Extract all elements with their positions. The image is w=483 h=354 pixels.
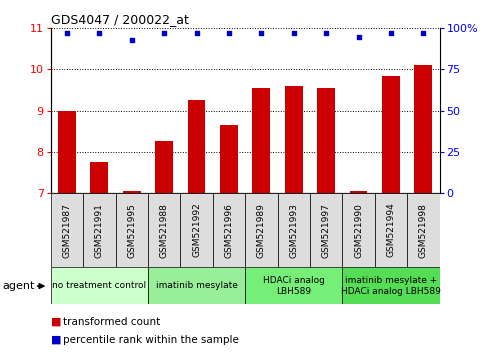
Bar [285,86,303,193]
Text: GSM521994: GSM521994 [386,203,396,257]
Bar [123,191,141,193]
Bar [382,76,400,193]
Bar [220,125,238,193]
Bar [187,100,205,193]
Point [322,30,330,36]
Point [96,30,103,36]
Bar [51,193,83,267]
Text: GSM521988: GSM521988 [159,202,169,258]
Text: GSM521996: GSM521996 [225,202,233,258]
Bar [245,267,342,304]
Text: ■: ■ [51,335,61,345]
Text: ■: ■ [51,317,61,327]
Text: GSM521997: GSM521997 [322,202,331,258]
Bar [148,267,245,304]
Text: GSM521992: GSM521992 [192,203,201,257]
Bar [253,88,270,193]
Point [63,30,71,36]
Text: agent: agent [2,281,35,291]
Bar [58,111,76,193]
Text: transformed count: transformed count [63,317,160,327]
Text: GSM521998: GSM521998 [419,202,428,258]
Point [128,37,136,43]
Point [225,30,233,36]
Text: GSM521993: GSM521993 [289,202,298,258]
Text: GDS4047 / 200022_at: GDS4047 / 200022_at [51,13,188,26]
Text: GSM521995: GSM521995 [127,202,136,258]
Bar [414,65,432,193]
Text: percentile rank within the sample: percentile rank within the sample [63,335,239,345]
Point [160,30,168,36]
Text: GSM521991: GSM521991 [95,202,104,258]
Bar [310,193,342,267]
Text: no treatment control: no treatment control [52,281,146,290]
Bar [317,88,335,193]
Point [193,30,200,36]
Bar [83,193,115,267]
Text: GSM521990: GSM521990 [354,202,363,258]
Text: GSM521989: GSM521989 [257,202,266,258]
Bar [180,193,213,267]
Bar [148,193,180,267]
Point [257,30,265,36]
Point [290,30,298,36]
Bar [342,193,375,267]
Point [355,34,362,39]
Bar [245,193,278,267]
Bar [375,193,407,267]
Bar [213,193,245,267]
Bar [51,267,148,304]
Bar [350,191,368,193]
Text: imatinib mesylate: imatinib mesylate [156,281,238,290]
Bar [155,142,173,193]
Bar [342,267,440,304]
Text: imatinib mesylate +
HDACi analog LBH589: imatinib mesylate + HDACi analog LBH589 [341,276,441,296]
Bar [115,193,148,267]
Bar [278,193,310,267]
Text: HDACi analog
LBH589: HDACi analog LBH589 [263,276,325,296]
Bar [407,193,440,267]
Text: GSM521987: GSM521987 [62,202,71,258]
Point [387,30,395,36]
Bar [90,162,108,193]
Point [419,30,427,36]
